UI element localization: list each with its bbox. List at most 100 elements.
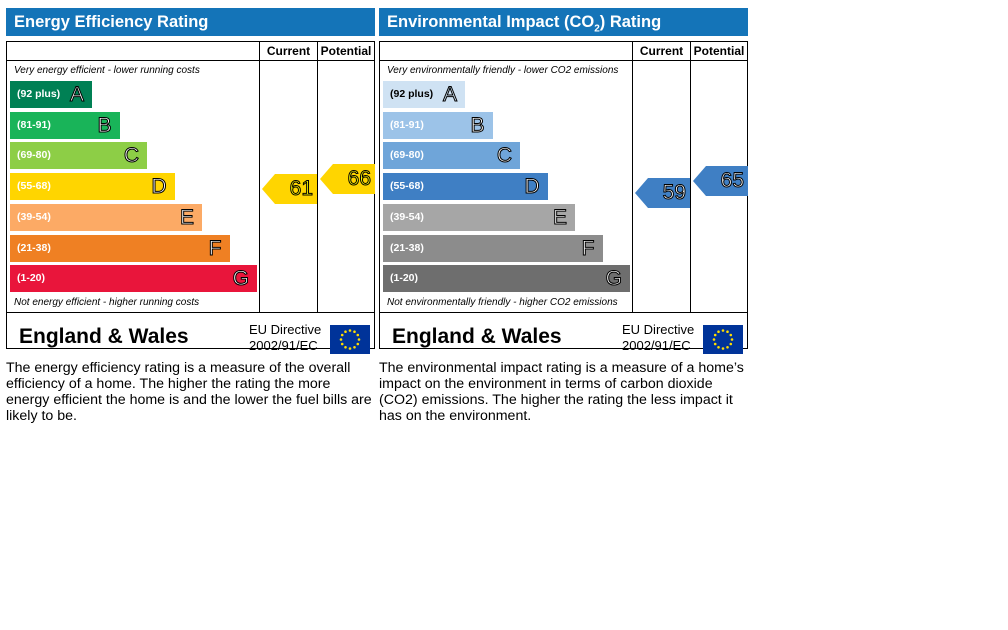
current-column-header: Current	[266, 44, 311, 58]
band-letter: F	[208, 236, 222, 260]
top-caption: Very environmentally friendly - lower CO…	[387, 65, 619, 76]
band-letter: D	[151, 175, 167, 199]
bottom-caption: Not environmentally friendly - higher CO…	[387, 297, 618, 308]
energy-efficiency-chart: Current Potential Very energy efficient …	[6, 41, 375, 354]
band-g: (1-20) G	[10, 265, 257, 293]
eu-star	[713, 342, 717, 346]
footer-country: England & Wales	[392, 325, 562, 348]
band-letter: C	[123, 144, 139, 168]
eu-star	[726, 345, 729, 349]
eu-star	[353, 345, 356, 349]
eu-star	[340, 342, 344, 346]
eu-star	[712, 338, 716, 341]
eu-star	[348, 347, 352, 350]
energy-efficiency-panel: Energy Efficiency Rating Current Potenti…	[6, 8, 375, 428]
eu-star	[348, 329, 352, 332]
eu-star	[730, 338, 734, 341]
band-letter: G	[605, 267, 622, 291]
current-column-header: Current	[639, 44, 684, 58]
eu-star	[721, 347, 725, 350]
band-letter: C	[496, 144, 512, 168]
footer-directive: EU Directive 2002/91/EC	[249, 322, 322, 353]
eu-star	[729, 333, 733, 337]
band-range-label: (39-54)	[17, 210, 51, 223]
environmental-impact-title: Environmental Impact (CO2) Rating	[379, 8, 748, 36]
band-range-label: (92 plus)	[390, 88, 434, 100]
current-rating-value: 61	[289, 177, 313, 201]
band-letter: F	[581, 236, 595, 260]
band-range-label: (81-91)	[17, 118, 51, 131]
potential-arrow-shape	[320, 163, 375, 194]
current-arrow-shape	[262, 174, 317, 205]
eu-star	[717, 330, 720, 334]
band-c: (69-80) C	[383, 142, 520, 170]
band-letter: B	[97, 113, 112, 137]
band-range-label: (39-54)	[390, 210, 424, 223]
band-range-label: (1-20)	[17, 272, 46, 285]
band-a: (92 plus) A	[383, 81, 465, 108]
bottom-caption: Not energy efficient - higher running co…	[14, 297, 200, 308]
band-a: (92 plus) A	[10, 81, 92, 108]
current-rating-value: 59	[662, 181, 686, 205]
band-letter: A	[69, 83, 84, 107]
band-range-label: (21-38)	[17, 241, 51, 254]
band-range-label: (81-91)	[390, 118, 424, 131]
band-c: (69-80) C	[10, 142, 147, 170]
band-b: (81-91) B	[10, 111, 120, 139]
eu-star	[726, 330, 729, 334]
eu-star	[340, 333, 344, 337]
eu-star	[356, 333, 360, 337]
energy-efficiency-description: The energy efficiency rating is a measur…	[6, 360, 372, 424]
band-range-label: (92 plus)	[17, 88, 61, 100]
environmental-impact-chart: Current Potential Very environmentally f…	[379, 41, 748, 354]
potential-rating-arrow: 66	[320, 163, 375, 194]
potential-rating-arrow: 65	[693, 165, 748, 196]
band-range-label: (69-80)	[390, 149, 424, 162]
band-e: (39-54) E	[10, 203, 202, 231]
band-range-label: (55-68)	[390, 180, 424, 193]
eu-star	[713, 333, 717, 337]
band-letter: G	[232, 267, 249, 291]
band-range-label: (55-68)	[17, 180, 51, 193]
eu-star	[339, 338, 343, 341]
current-arrow-shape	[635, 178, 690, 209]
band-letter: D	[524, 175, 540, 199]
eu-star	[356, 342, 360, 346]
band-letter: B	[470, 113, 485, 137]
potential-arrow-shape	[693, 165, 748, 196]
band-d: (55-68) D	[383, 173, 548, 201]
potential-rating-value: 65	[720, 168, 744, 192]
eu-star	[729, 342, 733, 346]
current-rating-arrow: 59	[635, 178, 690, 209]
environmental-impact-description: The environmental impact rating is a mea…	[379, 360, 744, 424]
band-range-label: (1-20)	[390, 272, 419, 285]
band-letter: A	[442, 83, 457, 107]
footer-country: England & Wales	[19, 325, 189, 348]
band-e: (39-54) E	[383, 203, 575, 231]
environmental-impact-panel: Environmental Impact (CO2) Rating Curren…	[379, 8, 748, 428]
footer-directive: EU Directive 2002/91/EC	[622, 322, 695, 353]
band-letter: E	[179, 205, 194, 229]
potential-column-header: Potential	[693, 44, 745, 58]
eu-star	[353, 330, 356, 334]
band-d: (55-68) D	[10, 173, 175, 201]
band-f: (21-38) F	[10, 234, 230, 262]
eu-star	[344, 330, 347, 334]
eu-flag-icon	[330, 325, 370, 354]
energy-efficiency-title: Energy Efficiency Rating	[6, 8, 375, 36]
eu-star	[717, 345, 720, 349]
band-letter: E	[552, 205, 567, 229]
top-caption: Very energy efficient - lower running co…	[14, 65, 200, 76]
band-range-label: (69-80)	[17, 149, 51, 162]
eu-flag-icon	[703, 325, 743, 354]
band-f: (21-38) F	[383, 234, 603, 262]
current-rating-arrow: 61	[262, 174, 317, 205]
potential-column-header: Potential	[320, 44, 372, 58]
eu-star	[357, 338, 361, 341]
eu-star	[344, 345, 347, 349]
eu-star	[721, 329, 725, 332]
band-range-label: (21-38)	[390, 241, 424, 254]
band-g: (1-20) G	[383, 265, 630, 293]
band-b: (81-91) B	[383, 111, 493, 139]
potential-rating-value: 66	[347, 166, 371, 190]
